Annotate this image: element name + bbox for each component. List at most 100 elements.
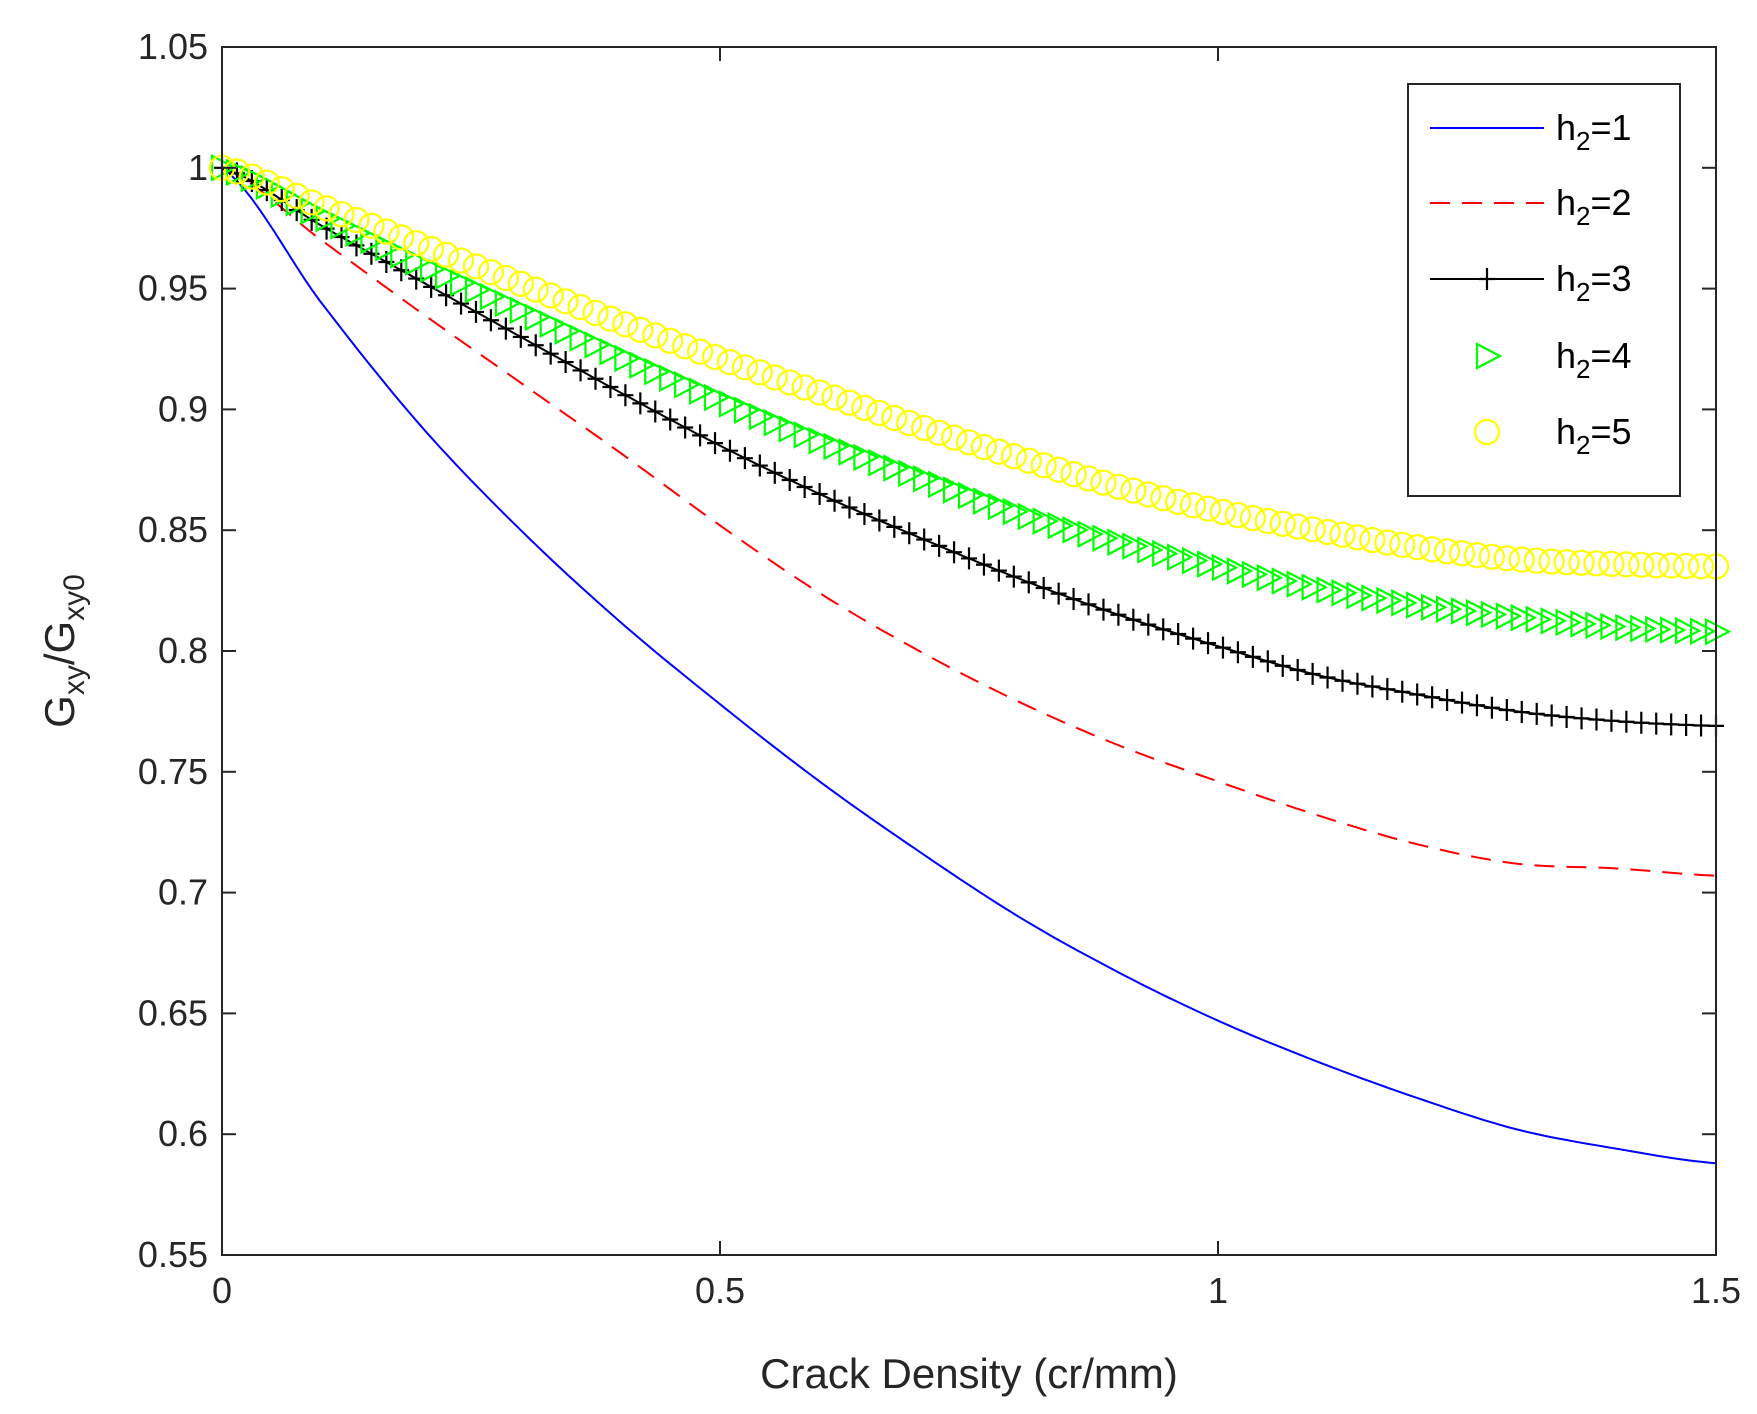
data-point	[1678, 713, 1695, 736]
data-point	[1693, 714, 1710, 737]
data-point	[871, 509, 888, 532]
data-point	[1030, 452, 1057, 479]
data-point	[1045, 456, 1072, 483]
x-tick-label: 0	[212, 1270, 232, 1311]
data-point	[1704, 617, 1732, 646]
data-point	[1167, 543, 1194, 571]
data-point	[647, 400, 664, 423]
data-point	[388, 224, 415, 251]
data-point	[482, 309, 499, 332]
y-tick-label: 1.05	[138, 26, 208, 67]
data-point	[1660, 616, 1687, 644]
data-point	[931, 534, 948, 557]
legend-label-sub: 2	[1576, 277, 1590, 307]
data-point	[512, 325, 529, 348]
data-point	[1483, 696, 1500, 719]
data-point	[1241, 560, 1269, 589]
data-point	[467, 300, 484, 323]
data-point	[420, 255, 447, 283]
data-point	[1256, 563, 1284, 592]
data-point	[1598, 550, 1625, 577]
data-point	[1478, 543, 1506, 570]
y-label-g1: G	[36, 695, 83, 728]
data-point	[464, 276, 492, 304]
data-point	[539, 310, 567, 339]
data-point	[1480, 600, 1508, 629]
y-tick-label: 0.6	[158, 1113, 208, 1154]
data-point	[718, 390, 746, 418]
data-point	[913, 465, 940, 493]
data-point	[1214, 636, 1231, 659]
legend-label-sub: 2	[1576, 126, 1590, 156]
data-point	[1017, 502, 1045, 531]
data-point	[916, 528, 933, 551]
data-point	[313, 195, 340, 222]
data-point	[1493, 545, 1520, 572]
data-point	[781, 468, 798, 491]
data-point	[1498, 699, 1515, 722]
data-point	[940, 424, 968, 451]
data-point	[1538, 548, 1565, 575]
data-point	[253, 169, 280, 196]
data-point	[330, 212, 357, 240]
data-point	[778, 415, 806, 443]
data-point	[901, 522, 918, 545]
data-point	[853, 443, 880, 472]
data-point	[1155, 618, 1172, 641]
data-point	[642, 322, 669, 349]
data-point	[1463, 542, 1491, 569]
data-point	[557, 351, 574, 374]
data-point	[674, 370, 701, 399]
data-point	[1435, 595, 1463, 623]
data-point	[1585, 611, 1612, 640]
data-point	[1673, 552, 1700, 580]
legend-label-sub: 2	[1576, 201, 1590, 231]
data-point	[1603, 709, 1620, 732]
data-point	[433, 241, 460, 268]
data-point	[1329, 521, 1356, 548]
data-point	[1331, 579, 1358, 607]
data-point	[602, 376, 619, 399]
data-point	[763, 408, 791, 437]
data-point	[1107, 528, 1134, 557]
series-h2=4	[210, 153, 1732, 646]
data-point	[1379, 678, 1396, 701]
data-point	[1568, 549, 1595, 576]
series-h2=2	[221, 166, 1717, 877]
data-point	[836, 389, 863, 416]
data-point	[1120, 477, 1147, 504]
data-point	[1152, 539, 1179, 568]
data-point	[1558, 705, 1575, 728]
data-point	[1391, 589, 1418, 617]
data-point	[731, 354, 759, 381]
data-point	[1289, 659, 1306, 682]
data-point	[716, 349, 744, 376]
axis-layer: 0 0.5 1 1.5 0.55 0.6 0.65 0.7 0.75 0.8 0.85 0.9 0.95…	[138, 26, 1741, 1311]
data-point	[881, 404, 908, 432]
data-point	[957, 481, 985, 510]
data-point	[1075, 465, 1102, 492]
data-point	[761, 364, 788, 391]
data-point	[851, 394, 878, 421]
x-axis-label: Crack Density (cr/mm)	[760, 1350, 1178, 1397]
data-point	[1633, 711, 1650, 734]
data-point	[1060, 461, 1087, 488]
data-point	[1361, 584, 1388, 612]
data-point	[1406, 591, 1433, 619]
legend-items: h2=1h2=2h2=3h2=4h2=5	[1430, 107, 1632, 460]
data-point	[479, 282, 507, 311]
data-point	[542, 342, 559, 365]
data-point	[688, 377, 716, 406]
data-point	[1035, 577, 1052, 600]
data-point	[567, 294, 594, 321]
data-point	[1239, 504, 1266, 532]
legend-label-base: h	[1556, 182, 1576, 223]
data-point	[1570, 610, 1597, 638]
data-point	[1286, 570, 1314, 598]
y-label-sub1: xy	[58, 665, 91, 695]
data-point	[911, 414, 938, 442]
data-point	[1047, 511, 1075, 540]
data-point	[1274, 654, 1291, 677]
data-point	[1528, 702, 1545, 725]
data-point	[1170, 623, 1187, 646]
